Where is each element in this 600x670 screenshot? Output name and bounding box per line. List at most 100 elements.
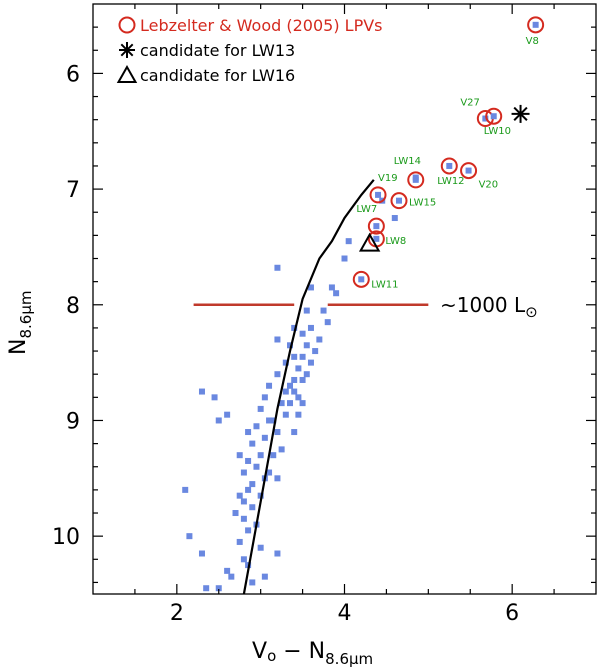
legend-lw13-label: candidate for LW13 — [140, 41, 295, 60]
lpv-star-point-6 — [373, 235, 380, 242]
x-tick-label-1: 4 — [338, 601, 352, 626]
field-star-25 — [249, 481, 256, 488]
field-star-55 — [287, 382, 294, 389]
field-star-44 — [274, 336, 281, 343]
legend-lw16-marker — [116, 64, 138, 83]
lpv-star-label-1: LW14 — [394, 156, 421, 167]
field-star-86 — [274, 264, 281, 271]
lpv-star-circle-10 — [527, 16, 545, 34]
lpv-star-circle-9 — [485, 107, 503, 125]
field-star-7 — [215, 585, 222, 592]
field-star-53 — [282, 411, 289, 418]
field-star-3 — [198, 550, 205, 557]
field-star-51 — [282, 359, 289, 366]
lpv-star-circle-2 — [390, 192, 408, 210]
lw16-candidate-marker — [358, 232, 381, 252]
lpv-star-circle-3 — [440, 157, 458, 175]
field-star-68 — [299, 400, 306, 407]
lpv-star-circle-4 — [460, 162, 478, 180]
field-star-78 — [324, 319, 331, 326]
lpv-star-point-1 — [412, 176, 419, 183]
lpv-star-label-9: LW10 — [484, 126, 511, 137]
x-tick-label-0: 2 — [170, 601, 184, 626]
field-star-32 — [257, 452, 264, 459]
y-tick-label-0: 6 — [66, 62, 80, 87]
field-star-79 — [328, 284, 335, 291]
lpv-star-point-3 — [446, 162, 453, 169]
field-star-40 — [266, 417, 273, 424]
field-star-54 — [287, 342, 294, 349]
field-star-58 — [291, 353, 298, 360]
lw13-candidate-marker — [511, 104, 530, 123]
field-star-15 — [240, 469, 247, 476]
lpv-star-point-10 — [532, 21, 539, 28]
lpv-star-label-5: LW7 — [356, 204, 377, 215]
y-tick-label-1: 7 — [66, 178, 80, 203]
lpv-star-label-3: LW12 — [437, 176, 464, 187]
field-star-64 — [295, 411, 302, 418]
field-star-81 — [341, 255, 348, 262]
field-star-67 — [299, 376, 306, 383]
lpv-star-point-2 — [395, 197, 402, 204]
field-star-65 — [299, 330, 306, 337]
field-star-62 — [295, 365, 302, 372]
lpv-star-point-9 — [490, 113, 497, 120]
field-star-39 — [266, 382, 273, 389]
field-star-71 — [303, 371, 310, 378]
field-star-16 — [240, 498, 247, 505]
field-star-11 — [232, 510, 239, 517]
field-star-59 — [291, 376, 298, 383]
lpv-star-circle-5 — [367, 217, 385, 235]
field-star-8 — [224, 411, 231, 418]
lpv-star-label-4: V20 — [479, 180, 499, 191]
field-star-43 — [270, 452, 277, 459]
field-star-46 — [274, 429, 281, 436]
field-star-2 — [198, 388, 205, 395]
y-tick-label-2: 8 — [66, 294, 80, 319]
field-star-45 — [274, 371, 281, 378]
field-star-56 — [287, 400, 294, 407]
field-star-31 — [257, 405, 264, 412]
field-star-49 — [278, 400, 285, 407]
legend-lpv-marker — [118, 16, 136, 34]
field-star-17 — [240, 515, 247, 522]
field-star-61 — [291, 429, 298, 436]
field-star-27 — [249, 579, 256, 586]
field-star-38 — [261, 573, 268, 580]
field-star-28 — [253, 423, 260, 430]
y-axis-title: N8.6μm — [6, 291, 35, 355]
field-star-0 — [182, 486, 189, 493]
y-tick-label-4: 10 — [52, 525, 80, 550]
field-star-35 — [261, 394, 268, 401]
field-star-18 — [240, 556, 247, 563]
lpv-star-point-0 — [375, 191, 382, 198]
field-star-22 — [245, 527, 252, 534]
y-tick-label-3: 9 — [66, 409, 80, 434]
isochrone-line — [242, 179, 375, 595]
field-star-52 — [282, 388, 289, 395]
lpv-star-label-8: V27 — [460, 98, 480, 109]
lpv-star-point-7 — [358, 276, 365, 283]
field-star-50 — [278, 446, 285, 453]
field-star-47 — [274, 475, 281, 482]
field-star-14 — [236, 538, 243, 545]
field-star-63 — [295, 394, 302, 401]
field-star-66 — [299, 353, 306, 360]
field-star-41 — [266, 469, 273, 476]
lpv-star-label-0: V19 — [378, 173, 398, 184]
field-star-34 — [257, 544, 264, 551]
legend: Lebzelter & Wood (2005) LPVs candidate f… — [116, 16, 383, 85]
field-star-77 — [320, 307, 327, 314]
field-star-80 — [333, 290, 340, 297]
lpv-star-label-7: LW11 — [371, 279, 398, 290]
field-star-42 — [270, 417, 277, 424]
luminosity-label: ~1000 L⊙ — [440, 293, 538, 321]
field-star-76 — [316, 336, 323, 343]
lpv-star-point-4 — [465, 167, 472, 174]
field-star-24 — [249, 440, 256, 447]
field-star-5 — [211, 394, 218, 401]
lpv-star-point-8 — [482, 115, 489, 122]
field-star-12 — [236, 452, 243, 459]
field-star-70 — [303, 342, 310, 349]
